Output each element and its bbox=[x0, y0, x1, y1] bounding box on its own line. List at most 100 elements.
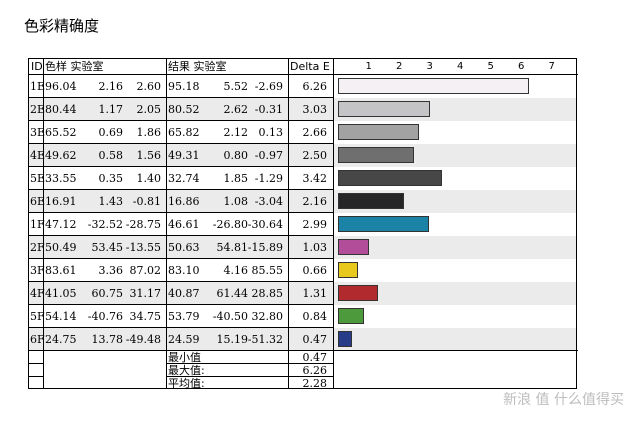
summary-label: 平均值: bbox=[168, 377, 205, 390]
result-value: 0.13 bbox=[258, 126, 284, 139]
delta-e-bar bbox=[338, 262, 359, 278]
axis-tick-label: 7 bbox=[548, 61, 555, 72]
delta-e-value: 1.31 bbox=[302, 287, 328, 300]
reference-value: 65.52 bbox=[45, 126, 77, 139]
reference-value: -0.81 bbox=[132, 195, 161, 208]
result-value: 1.08 bbox=[223, 195, 249, 208]
color-accuracy-table: ID 色样 实验室 结果 实验室 Delta E 1 2 3 4 5 6 7 1E 96.04 2.16 2… bbox=[28, 58, 578, 390]
summary-row: 最大值: 6.26 bbox=[29, 364, 576, 377]
delta-e-value: 6.26 bbox=[302, 80, 328, 93]
table-row: 5F 54.14 -40.76 34.75 53.79 -40.50 32.80 0.84 bbox=[29, 305, 576, 328]
result-value: 16.86 bbox=[168, 195, 200, 208]
header-row: ID 色样 实验室 结果 实验室 Delta E 1 2 3 4 5 6 7 bbox=[29, 59, 576, 75]
reference-value: -32.52 bbox=[87, 218, 123, 231]
reference-value: 2.05 bbox=[136, 103, 162, 116]
summary-value: 2.28 bbox=[302, 377, 328, 390]
result-value: 95.18 bbox=[168, 80, 200, 93]
reference-value: 41.05 bbox=[45, 287, 77, 300]
delta-e-bar bbox=[338, 331, 353, 347]
grid-line bbox=[29, 143, 333, 144]
header-result: 结果 实验室 bbox=[168, 60, 227, 73]
result-value: 40.87 bbox=[168, 287, 200, 300]
reference-value: 80.44 bbox=[45, 103, 77, 116]
result-value: 28.85 bbox=[251, 287, 284, 300]
delta-e-bar bbox=[338, 216, 430, 232]
table-row: 1E 96.04 2.16 2.60 95.18 5.52 -2.69 6.26 bbox=[29, 75, 576, 98]
reference-value: 0.69 bbox=[98, 126, 124, 139]
delta-e-value: 0.84 bbox=[302, 310, 328, 323]
reference-value: 96.04 bbox=[45, 80, 77, 93]
grid-line bbox=[29, 212, 333, 213]
delta-e-bar bbox=[338, 308, 364, 324]
table-row: 1F 47.12 -32.52 -28.75 46.61 -26.80 -30.64 2.99 bbox=[29, 213, 576, 236]
reference-value: 54.14 bbox=[45, 310, 77, 323]
delta-e-bar bbox=[338, 124, 420, 140]
reference-value: 50.49 bbox=[45, 241, 77, 254]
result-value: 24.59 bbox=[168, 333, 200, 346]
row-id: 6F bbox=[30, 333, 45, 346]
reference-value: 34.75 bbox=[129, 310, 162, 323]
row-id: 4F bbox=[30, 287, 45, 300]
axis-tick-label: 1 bbox=[365, 61, 372, 72]
result-value: 65.82 bbox=[168, 126, 200, 139]
result-value: 32.80 bbox=[251, 310, 284, 323]
delta-e-value: 2.50 bbox=[302, 149, 328, 162]
row-id: 2E bbox=[30, 103, 46, 116]
result-value: 15.19 bbox=[216, 333, 249, 346]
reference-value: 31.17 bbox=[129, 287, 162, 300]
reference-value: 13.78 bbox=[91, 333, 124, 346]
result-value: -26.80 bbox=[212, 218, 248, 231]
axis-tick-label: 6 bbox=[518, 61, 525, 72]
grid-line bbox=[333, 59, 334, 388]
grid-line bbox=[29, 120, 333, 121]
result-value: 0.80 bbox=[223, 149, 249, 162]
result-value: 83.10 bbox=[168, 264, 200, 277]
grid-line bbox=[43, 59, 44, 388]
delta-e-value: 2.16 bbox=[302, 195, 328, 208]
row-id: 1E bbox=[30, 80, 46, 93]
result-value: 1.85 bbox=[223, 172, 249, 185]
result-value: 2.12 bbox=[223, 126, 249, 139]
delta-e-value: 3.42 bbox=[302, 172, 328, 185]
row-id: 5E bbox=[30, 172, 46, 185]
table-row: 4F 41.05 60.75 31.17 40.87 61.44 28.85 1.31 bbox=[29, 282, 576, 305]
reference-value: 0.58 bbox=[98, 149, 124, 162]
reference-value: 1.86 bbox=[136, 126, 162, 139]
table-row: 3F 83.61 3.36 87.02 83.10 4.16 85.55 0.66 bbox=[29, 259, 576, 282]
reference-value: 1.17 bbox=[98, 103, 124, 116]
grid-line bbox=[166, 376, 333, 377]
delta-e-value: 1.03 bbox=[302, 241, 328, 254]
grid-line bbox=[29, 350, 578, 351]
reference-value: -28.75 bbox=[125, 218, 161, 231]
reference-value: 1.40 bbox=[136, 172, 162, 185]
delta-e-bar bbox=[338, 239, 370, 255]
reference-value: 0.35 bbox=[98, 172, 124, 185]
reference-value: 33.55 bbox=[45, 172, 77, 185]
grid-line bbox=[29, 304, 333, 305]
table-row: 4E 49.62 0.58 1.56 49.31 0.80 -0.97 2.50 bbox=[29, 144, 576, 167]
reference-value: -13.55 bbox=[125, 241, 161, 254]
result-value: 2.62 bbox=[223, 103, 249, 116]
summary-label: 最小值 bbox=[168, 351, 201, 364]
result-value: -40.50 bbox=[212, 310, 248, 323]
summary-row: 最小值 0.47 bbox=[29, 351, 576, 364]
row-id: 1F bbox=[30, 218, 45, 231]
reference-value: 16.91 bbox=[45, 195, 77, 208]
reference-value: 1.43 bbox=[98, 195, 124, 208]
header-delta-e: Delta E bbox=[290, 60, 330, 73]
result-value: -0.97 bbox=[254, 149, 283, 162]
reference-value: -40.76 bbox=[87, 310, 123, 323]
reference-value: 2.16 bbox=[98, 80, 124, 93]
axis-tick-label: 3 bbox=[426, 61, 433, 72]
result-value: 61.44 bbox=[216, 287, 249, 300]
summary-row: 平均值: 2.28 bbox=[29, 377, 576, 390]
header-id: ID bbox=[31, 60, 43, 73]
row-id: 3F bbox=[30, 264, 45, 277]
grid-line bbox=[29, 166, 333, 167]
axis-tick-label: 5 bbox=[487, 61, 494, 72]
axis-tick-label: 4 bbox=[457, 61, 464, 72]
result-value: 46.61 bbox=[168, 218, 200, 231]
table-row: 5E 33.55 0.35 1.40 32.74 1.85 -1.29 3.42 bbox=[29, 167, 576, 190]
reference-value: 53.45 bbox=[91, 241, 124, 254]
table-row: 2E 80.44 1.17 2.05 80.52 2.62 -0.31 3.03 bbox=[29, 98, 576, 121]
